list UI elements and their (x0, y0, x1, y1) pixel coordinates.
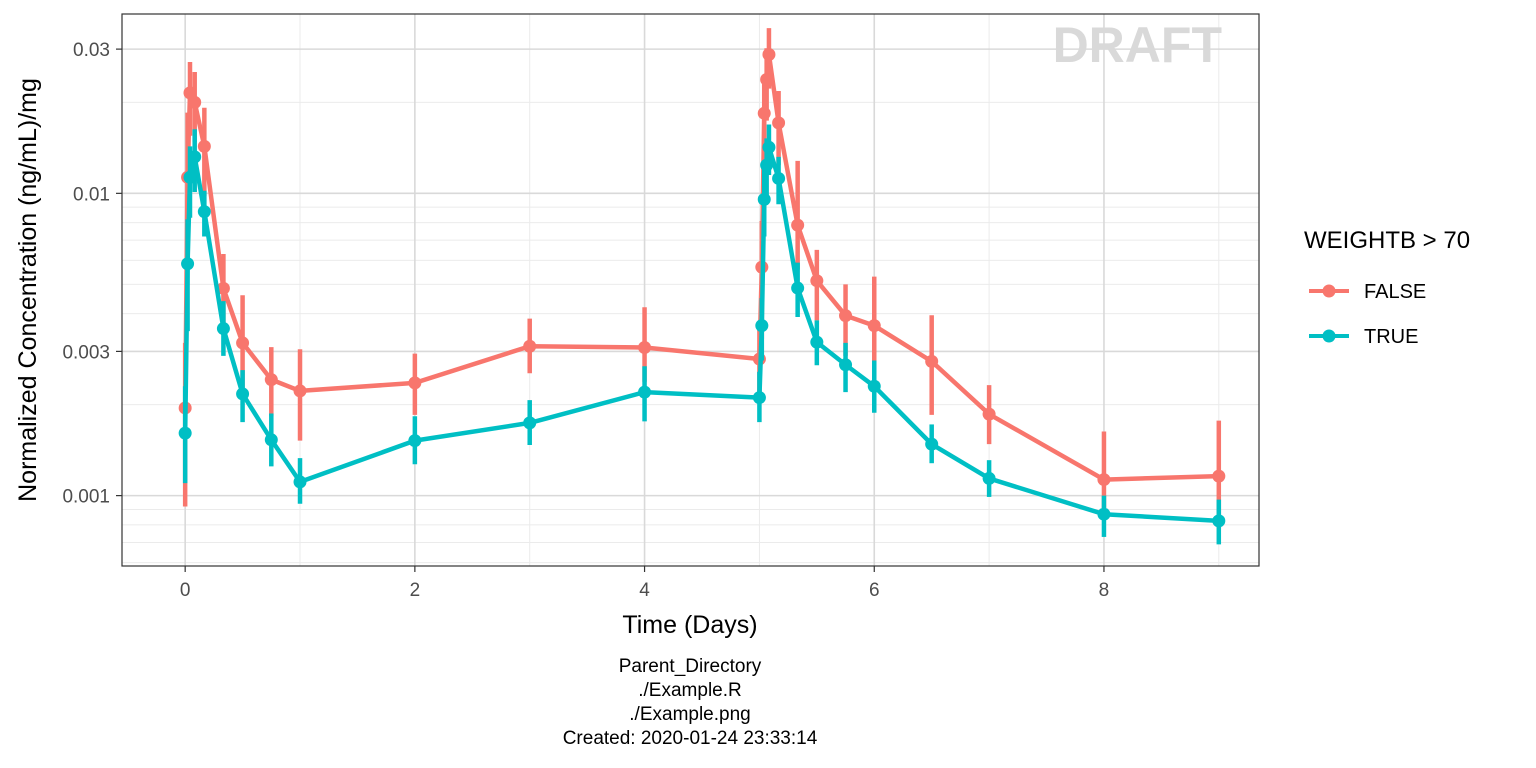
legend-item-false: FALSE (1309, 281, 1426, 303)
data-point (197, 139, 211, 153)
data-point (293, 475, 307, 489)
y-tick-label: 0.01 (73, 184, 110, 205)
data-point (867, 379, 881, 393)
data-point (1212, 514, 1226, 528)
series-true (178, 124, 1226, 545)
data-point (264, 433, 278, 447)
x-tick-label: 6 (869, 580, 880, 601)
legend-item-true: TRUE (1309, 326, 1418, 348)
x-tick-label: 2 (410, 580, 421, 601)
legend-label-false: FALSE (1364, 281, 1426, 303)
data-point (408, 376, 422, 390)
legend-key-point (1322, 284, 1336, 298)
x-tick-label: 0 (180, 580, 191, 601)
y-tick-label: 0.003 (62, 342, 110, 363)
legend-key-point (1322, 329, 1336, 343)
data-point (752, 391, 766, 405)
data-point (197, 205, 211, 219)
data-point (810, 335, 824, 349)
data-point (236, 387, 250, 401)
data-point (791, 218, 805, 232)
data-point (236, 336, 250, 350)
data-point (925, 437, 939, 451)
data-point (523, 339, 537, 353)
caption-line-4: Created: 2020-01-24 23:33:14 (563, 728, 818, 749)
data-point (760, 158, 774, 172)
data-point (755, 319, 769, 333)
caption-line-1: Parent_Directory (619, 656, 762, 677)
data-point (982, 471, 996, 485)
legend: WEIGHTB > 70 FALSE TRUE (1304, 227, 1470, 348)
data-point (925, 354, 939, 368)
caption-line-3: ./Example.png (629, 704, 750, 725)
panel-border (121, 13, 1260, 567)
legend-label-true: TRUE (1364, 326, 1418, 348)
data-series (178, 28, 1226, 545)
caption-line-2: ./Example.R (638, 680, 741, 701)
legend-title: WEIGHTB > 70 (1304, 227, 1470, 254)
data-point (264, 373, 278, 387)
data-point (1097, 507, 1111, 521)
data-point (188, 95, 202, 109)
data-point (216, 281, 230, 295)
data-point (1097, 473, 1111, 487)
data-point (183, 170, 197, 184)
caption: Parent_Directory ./Example.R ./Example.p… (563, 656, 818, 749)
data-point (188, 150, 202, 164)
data-point (293, 384, 307, 398)
data-point (408, 434, 422, 448)
grid (122, 14, 1259, 566)
data-point (839, 358, 853, 372)
x-axis-title: Time (Days) (622, 611, 757, 639)
data-point (791, 281, 805, 295)
data-point (1212, 469, 1226, 483)
data-point (772, 116, 786, 130)
data-point (757, 192, 771, 206)
data-point (982, 407, 996, 421)
data-point (178, 426, 192, 440)
data-point (757, 106, 771, 120)
data-point (181, 257, 195, 271)
data-point (867, 319, 881, 333)
y-tick-label: 0.03 (73, 40, 110, 61)
data-point (762, 140, 776, 154)
x-axis-ticks: 0 2 4 6 8 (180, 566, 1109, 601)
data-point (760, 73, 774, 87)
y-axis-ticks: 0.001 0.003 0.01 0.03 (62, 40, 122, 508)
x-tick-label: 8 (1099, 580, 1110, 601)
draft-watermark: DRAFT (1053, 17, 1222, 73)
data-point (810, 274, 824, 288)
data-point (762, 47, 776, 61)
x-tick-label: 4 (639, 580, 650, 601)
data-point (638, 385, 652, 399)
data-point (216, 322, 230, 336)
y-tick-label: 0.001 (62, 487, 110, 508)
data-point (772, 171, 786, 185)
y-axis-title: Normalized Concentration (ng/mL)/mg (14, 78, 42, 502)
data-point (638, 341, 652, 355)
data-point (523, 416, 537, 430)
data-point (839, 309, 853, 323)
